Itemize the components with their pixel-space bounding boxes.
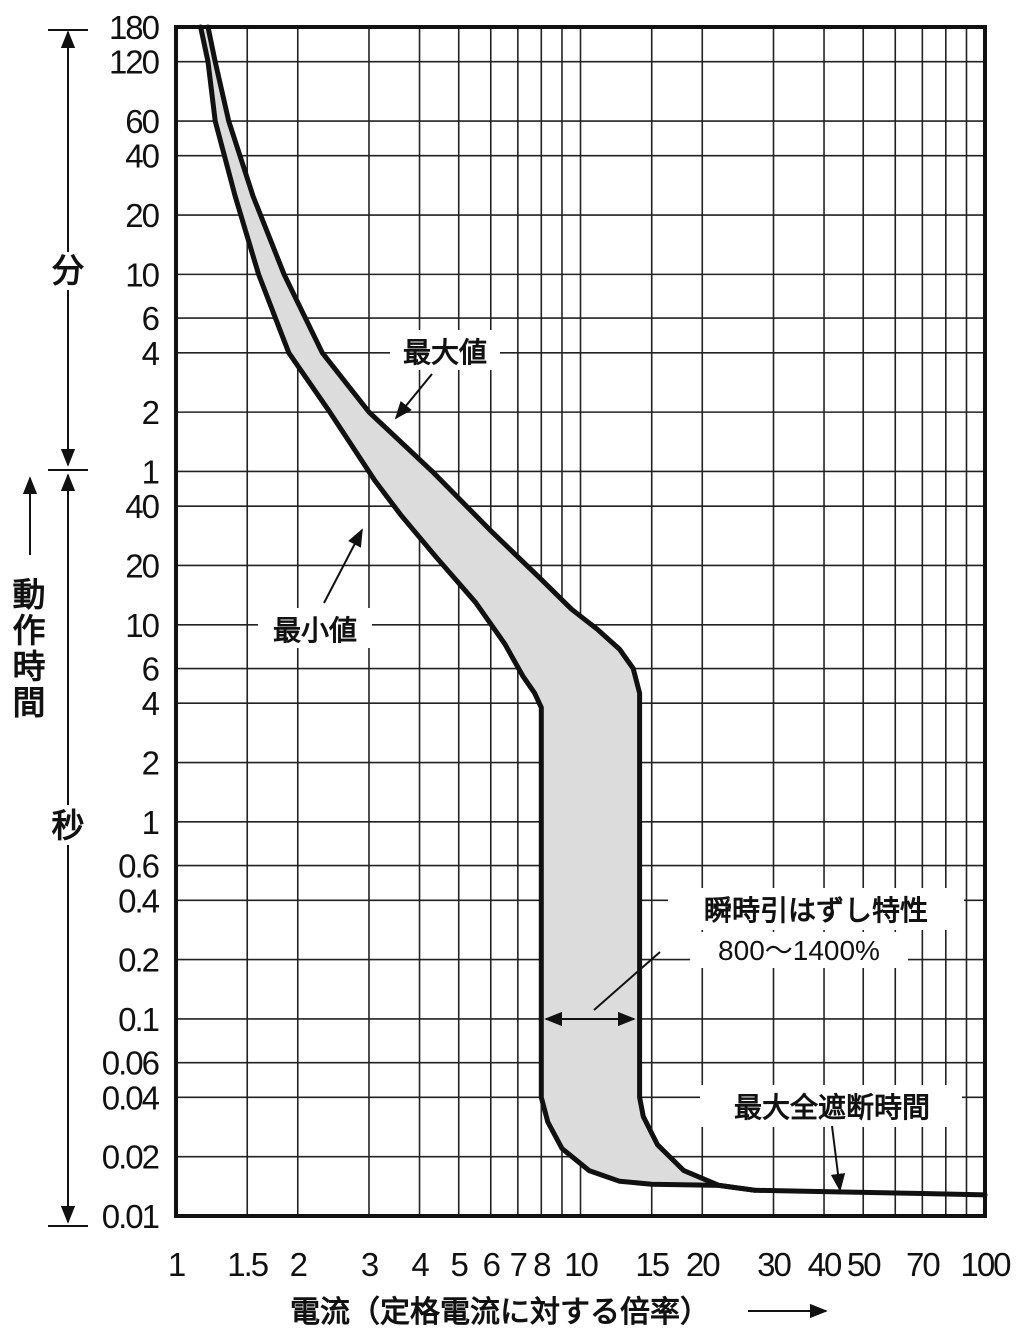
time-unit-markers [22, 29, 88, 1227]
y-tick-label: 6 [142, 651, 159, 688]
y-tick-label: 0.02 [102, 1139, 159, 1176]
x-tick-label: 3 [361, 1246, 378, 1283]
min-label-arrow [323, 528, 363, 604]
x-tick-label: 5 [451, 1246, 468, 1283]
y-tick-label: 20 [125, 197, 159, 234]
y-tick-label: 0.01 [102, 1198, 159, 1235]
max-label: 最大値 [403, 337, 487, 368]
x-axis-title: 電流（定格電流に対する倍率） [290, 1295, 710, 1329]
plot-frame [174, 25, 987, 1218]
total-clearing-arrow [830, 1125, 846, 1192]
x-tick-label: 15 [635, 1246, 668, 1283]
annotations: 最大値 最小値 瞬時引はずし特性 800〜1400% 最大全遮断時間 [258, 330, 964, 1192]
y-tick-labels: 18012060402010642140201064210.60.40.20.1… [102, 9, 162, 1235]
x-tick-label: 70 [906, 1246, 940, 1283]
y-tick-label: 40 [125, 138, 159, 175]
min-curve [198, 24, 758, 1193]
y-tick-label: 120 [109, 44, 160, 81]
x-tick-label: 1.5 [227, 1246, 268, 1283]
total-clearing-label: 最大全遮断時間 [734, 1091, 930, 1123]
x-gridlines [175, 27, 986, 1216]
max-label-arrow [394, 373, 433, 420]
x-tick-label: 6 [483, 1246, 500, 1283]
min-label-bg [258, 608, 372, 648]
y-tick-label: 0.2 [118, 942, 159, 979]
total-clearing-bg [700, 1085, 962, 1127]
x-tick-label: 10 [564, 1246, 598, 1283]
y-tick-label: 1 [142, 453, 159, 490]
y-axis-title: 動 作 時 間 [13, 576, 46, 721]
instant-title-bg [668, 888, 964, 930]
y-tick-label: 0.4 [118, 882, 160, 919]
tolerance-band [200, 27, 986, 1195]
y-tick-label: 4 [142, 685, 160, 722]
seconds-label: 秒 [52, 807, 85, 844]
curves [198, 24, 988, 1198]
instant-title: 瞬時引はずし特性 [704, 895, 928, 926]
x-tick-label: 30 [757, 1246, 791, 1283]
y-tick-label: 1 [142, 804, 159, 841]
x-tick-label: 40 [808, 1246, 842, 1283]
x-tick-label: 4 [411, 1246, 429, 1283]
minutes-label: 分 [52, 252, 85, 289]
y-tick-label: 2 [142, 745, 159, 782]
max-label-bg [390, 330, 500, 370]
y-tick-label: 10 [125, 607, 159, 644]
y-title-char-3: 時 [13, 648, 46, 685]
x-tick-label: 7 [510, 1246, 527, 1283]
y-tick-label: 6 [142, 300, 159, 337]
x-tick-label: 8 [533, 1246, 550, 1283]
x-tick-label: 100 [960, 1246, 1011, 1283]
y-tick-label: 0.06 [102, 1045, 159, 1082]
x-tick-label: 1 [168, 1246, 185, 1283]
y-title-char-4: 間 [13, 684, 46, 721]
y-title-char-2: 作 [13, 612, 46, 649]
y-tick-label: 40 [125, 488, 159, 525]
instant-range-bg [690, 932, 908, 968]
y-tick-label: 4 [142, 335, 160, 372]
y-tick-label: 10 [125, 256, 159, 293]
y-tick-label: 0.1 [118, 1001, 159, 1038]
y-tick-label: 20 [125, 547, 159, 584]
instant-range: 800〜1400% [718, 935, 880, 966]
y-tick-label: 0.6 [118, 848, 159, 885]
tolerance-band-fill [200, 27, 986, 1195]
y-tick-label: 180 [109, 9, 160, 46]
min-label: 最小値 [273, 615, 357, 646]
x-tick-label: 20 [686, 1246, 720, 1283]
y-tick-label: 0.04 [102, 1079, 160, 1116]
x-tick-label: 2 [290, 1246, 307, 1283]
instant-pointer [593, 951, 661, 1011]
x-tick-labels: 1 1.5 2 3 4 5 6 7 8 10 15 20 30 40 50 70 100 [168, 1246, 1013, 1283]
x-tick-label: 50 [847, 1246, 881, 1283]
y-title-char-1: 動 [13, 576, 46, 613]
y-tick-label: 2 [142, 394, 159, 431]
y-tick-label: 60 [125, 103, 159, 140]
